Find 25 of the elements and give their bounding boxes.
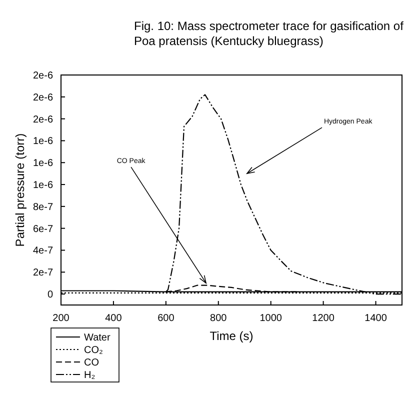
x-tick-label: 400 [105,313,122,324]
y-axis-title: Partial pressure (torr) [13,133,27,247]
x-axis-title: Time (s) [210,329,254,343]
legend-label: Water [84,332,111,344]
y-tick-label: 1e-6 [32,136,54,148]
x-tick-label: 1000 [260,313,282,324]
x-tick-label: 600 [158,313,175,324]
y-tick-label: 6e-7 [32,224,54,235]
legend-label: CO₂ [84,345,103,356]
y-tick-label: 2e-6 [32,114,54,126]
legend-label: CO [84,358,100,368]
y-tick-label: 2e-6 [32,70,54,82]
y-tick-label: 8e-7 [32,202,54,213]
x-tick-label: 1400 [364,313,388,324]
x-tick-label: 200 [52,313,70,324]
y-tick-label: 4e-7 [32,246,54,257]
x-tick-label: 1200 [312,313,335,324]
legend-label: H₂ [84,370,96,381]
y-tick-label: 2e-6 [32,92,54,104]
y-tick-label: 2e-7 [32,268,54,279]
y-tick-label: 1e-6 [32,158,54,170]
y-tick-label: 1e-6 [32,180,54,192]
x-tick-label: 800 [210,313,228,324]
chart-title: Fig. 10: Mass spectrometer trace for gasification of Poa pratensis (Kentucky bluegrass) [134,19,404,48]
y-tick-label: 0 [47,290,54,301]
